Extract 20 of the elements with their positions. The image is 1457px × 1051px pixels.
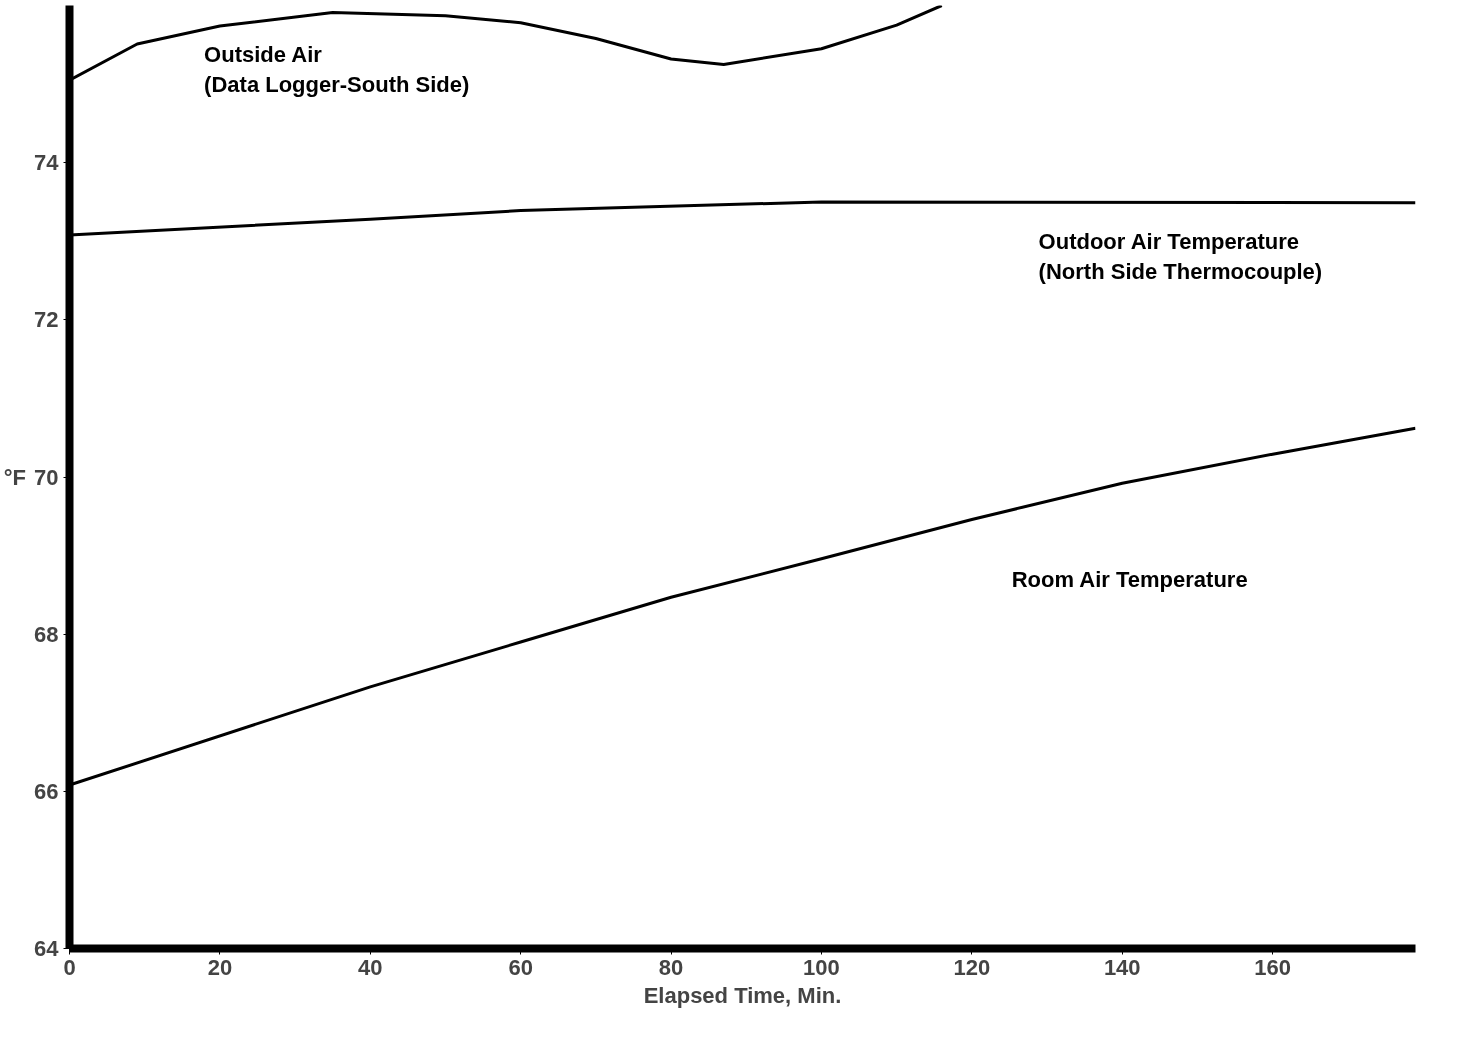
x-tick-label: 40: [358, 954, 383, 980]
y-tick-label: 72: [34, 307, 59, 333]
x-tick-label: 0: [63, 954, 76, 980]
x-tick-label: 100: [803, 954, 840, 980]
y-tick-label: 66: [34, 778, 59, 804]
x-tick-label: 120: [953, 954, 991, 980]
y-axis-title: °F: [3, 464, 27, 490]
series-label: Outside Air (Data Logger-South Side): [204, 41, 470, 97]
text: Room Air Temperature: [1011, 566, 1248, 592]
x-tick-label: 20: [207, 954, 233, 980]
y-tick-label: 68: [34, 621, 59, 647]
x-axis-title: Elapsed Time, Min.: [643, 982, 842, 1008]
x-tick-label: 140: [1103, 954, 1141, 980]
x-tick-label: 80: [658, 954, 684, 980]
y-tick-label: 74: [34, 150, 60, 176]
x-tick-label: 60: [508, 954, 533, 980]
y-tick-label: 64: [34, 936, 60, 961]
x-tick-label: 160: [1254, 954, 1291, 980]
y-tick-label: 70: [34, 464, 59, 490]
series-label: Outdoor Air Temperature (North Side Thermocouple): [1038, 229, 1323, 285]
